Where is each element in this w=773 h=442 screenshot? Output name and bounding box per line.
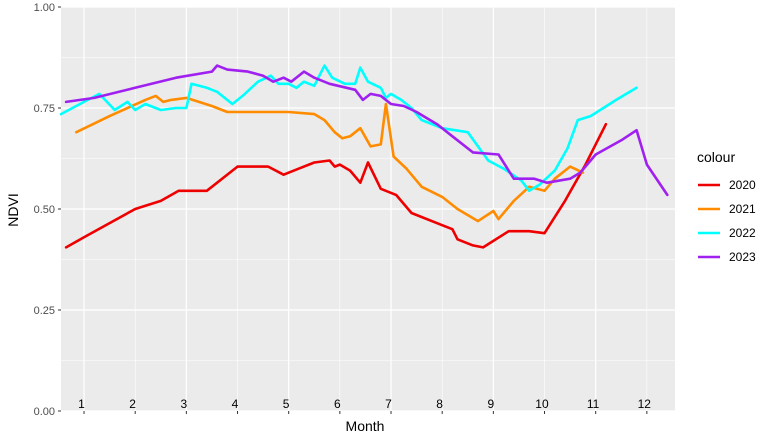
- y-axis-title: NDVI: [5, 193, 21, 226]
- month-label: 12: [638, 397, 652, 411]
- y-tick-label: 1.00: [34, 2, 55, 14]
- legend-label-2020: 2020: [729, 178, 756, 192]
- y-tick-label: 0.25: [34, 305, 55, 317]
- series-line-2020: [64, 122, 608, 249]
- series-line-2022: [59, 64, 638, 193]
- month-labels: 1 2 3 4 5 6 7 8 9 10 11 12: [78, 397, 651, 411]
- month-label: 8: [436, 397, 443, 411]
- legend-label-2023: 2023: [729, 250, 756, 264]
- legend: colour 2020 2021 2022 2023: [697, 149, 756, 264]
- month-label: 1: [78, 397, 85, 411]
- month-label: 10: [535, 397, 549, 411]
- x-axis: [83, 411, 648, 414]
- legend-title: colour: [697, 149, 735, 165]
- month-label: 6: [334, 397, 341, 411]
- y-axis: 0.00 0.25 0.50 0.75 1.00: [34, 2, 61, 418]
- month-label: 3: [180, 397, 187, 411]
- series-line-2021: [75, 94, 585, 223]
- series-lines: [59, 64, 669, 249]
- month-label: 4: [232, 397, 239, 411]
- y-tick-label: 0.50: [34, 204, 55, 216]
- legend-label-2021: 2021: [729, 202, 756, 216]
- month-label: 11: [587, 397, 600, 411]
- legend-label-2022: 2022: [729, 226, 756, 240]
- month-label: 2: [129, 397, 136, 411]
- month-label: 9: [487, 397, 494, 411]
- y-tick-label: 0.75: [34, 103, 55, 115]
- month-label: 5: [283, 397, 290, 411]
- y-tick-label: 0.00: [34, 406, 55, 418]
- series-line-2023: [64, 64, 669, 197]
- major-gridlines: [61, 6, 675, 412]
- x-axis-title: Month: [346, 418, 385, 434]
- month-label: 7: [385, 397, 392, 411]
